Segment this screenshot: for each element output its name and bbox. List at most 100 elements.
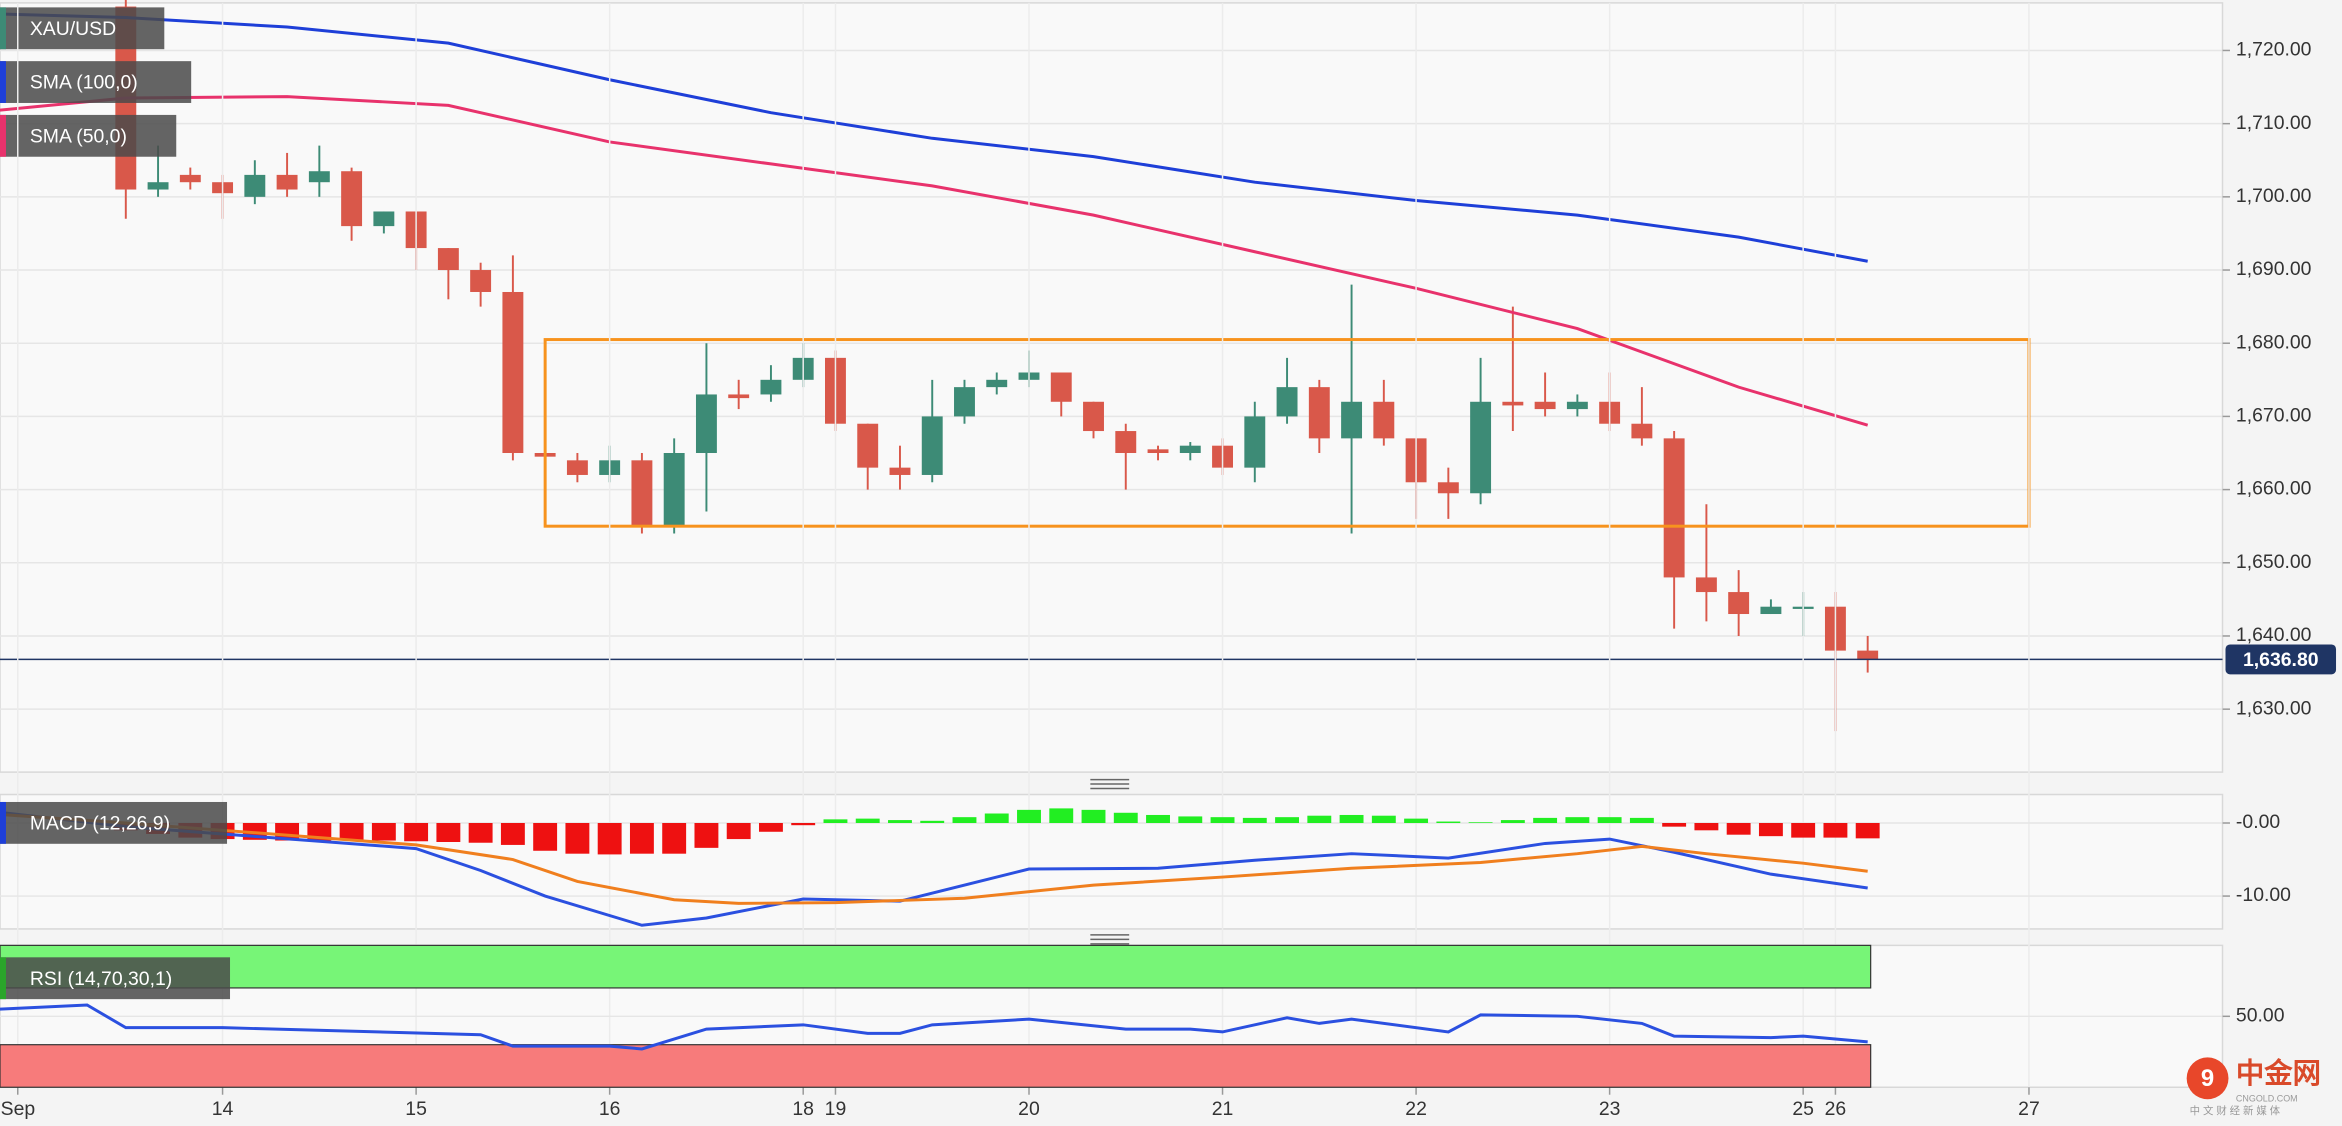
x-tick-label: 21 xyxy=(1212,1098,1234,1120)
legend-entry: SMA (100,0) xyxy=(30,72,138,94)
indicator-title: RSI (14,70,30,1) xyxy=(30,968,172,990)
legend-entry-swatch xyxy=(0,61,6,103)
candle-body xyxy=(373,211,395,227)
candle-body xyxy=(889,467,911,475)
macd-histogram-bar xyxy=(758,823,783,832)
candle-body xyxy=(1147,449,1169,454)
macd-histogram-bar xyxy=(565,823,590,854)
last-price-tag xyxy=(2225,644,2337,675)
candle-body xyxy=(1566,401,1588,410)
macd-histogram-bar xyxy=(371,823,396,841)
x-tick-label: 27 xyxy=(2018,1098,2040,1120)
indicator-title-box xyxy=(0,957,231,1000)
resize-handle[interactable] xyxy=(1090,778,1130,790)
macd-histogram-bar xyxy=(1500,820,1525,824)
macd-histogram-bar xyxy=(1855,823,1880,839)
x-tick-label: 23 xyxy=(1599,1098,1621,1120)
macd-histogram-bar xyxy=(1017,809,1041,824)
rsi-band xyxy=(0,1044,1872,1088)
macd-histogram-bar xyxy=(1371,815,1396,824)
logo-text: 中金网 xyxy=(2236,1057,2321,1090)
y-tick-label: 1,720.00 xyxy=(2236,39,2312,61)
macd-histogram-bar xyxy=(1662,823,1687,827)
candle-body xyxy=(1470,401,1492,494)
legend-entry: SMA (50,0) xyxy=(30,125,127,147)
y-tick-label: 1,700.00 xyxy=(2236,185,2312,207)
candle-body xyxy=(308,171,330,183)
macd-histogram-bar xyxy=(1081,809,1106,824)
candle-body xyxy=(1760,606,1782,615)
logo-glyph: 9 xyxy=(2201,1065,2214,1092)
macd-histogram-bar xyxy=(855,818,880,824)
y-tick-label: 1,660.00 xyxy=(2236,478,2312,500)
candle-body xyxy=(1083,401,1104,432)
legend-entry-swatch xyxy=(0,7,6,50)
x-tick-label: 16 xyxy=(599,1098,621,1120)
macd-histogram-bar xyxy=(1146,814,1170,824)
candle-body xyxy=(470,270,492,292)
macd-histogram-bar xyxy=(1178,816,1203,824)
macd-histogram-bar xyxy=(1242,817,1267,824)
logo-slogan: 中 文 财 经 新 媒 体 xyxy=(2190,1104,2281,1117)
macd-histogram-bar xyxy=(952,817,977,824)
candle-body xyxy=(695,394,717,454)
candle-body xyxy=(728,394,750,399)
indicator-line xyxy=(0,812,1868,905)
macd-histogram-bar xyxy=(1468,822,1493,824)
macd-histogram-bar xyxy=(1726,823,1751,835)
candle-body xyxy=(341,171,363,227)
legend-entry: XAU/USD xyxy=(30,18,116,40)
candle-body xyxy=(1695,577,1717,593)
candle-body xyxy=(244,174,266,197)
macd-histogram-bar xyxy=(1210,817,1235,824)
macd-histogram-bar xyxy=(888,820,912,824)
x-tick-label: 22 xyxy=(1405,1098,1427,1120)
x-tick-label: 19 xyxy=(825,1098,847,1120)
candle-body xyxy=(179,174,201,183)
candle-body xyxy=(1663,438,1685,578)
macd-histogram-bar xyxy=(1629,817,1654,824)
indicator-title-swatch xyxy=(0,957,6,1000)
candle-body xyxy=(1502,401,1524,406)
macd-histogram-bar xyxy=(791,823,816,826)
y-tick-label: 1,640.00 xyxy=(2236,624,2312,646)
y-tick-label: 1,710.00 xyxy=(2236,112,2312,134)
y-tick-label: 1,650.00 xyxy=(2236,551,2312,573)
macd-histogram-bar xyxy=(984,813,1009,824)
macd-histogram-bar xyxy=(823,819,848,824)
macd-histogram-bar xyxy=(1113,812,1138,824)
macd-histogram-bar xyxy=(436,823,461,842)
y-tick-label: -10.00 xyxy=(2236,884,2291,906)
x-tick-label: 25 xyxy=(1792,1098,1814,1120)
indicator-line xyxy=(0,12,1868,263)
macd-histogram-bar xyxy=(500,823,525,845)
macd-histogram-bar xyxy=(1275,817,1300,824)
macd-histogram-bar xyxy=(1791,823,1816,838)
resize-handle[interactable] xyxy=(1090,934,1130,945)
candle-body xyxy=(276,174,298,190)
x-tick-label: 20 xyxy=(1018,1098,1040,1120)
legend-entry-box xyxy=(0,61,192,103)
y-tick-label: 1,630.00 xyxy=(2236,697,2312,719)
macd-histogram-bar xyxy=(1533,817,1558,824)
macd-pane xyxy=(0,793,2224,930)
legend-entry-box xyxy=(0,7,165,50)
logo-site: CNGOLD.COM xyxy=(2236,1094,2298,1104)
candle-body xyxy=(760,379,782,395)
candle-body xyxy=(1179,445,1201,454)
macd-histogram-bar xyxy=(1339,814,1364,824)
price-pane xyxy=(0,2,2224,773)
y-tick-label: 1,680.00 xyxy=(2236,331,2312,353)
candle-body xyxy=(663,453,685,527)
candle-body xyxy=(147,182,169,190)
macd-histogram-bar xyxy=(726,823,751,840)
macd-histogram-bar xyxy=(1758,823,1783,837)
macd-histogram-bar xyxy=(694,823,719,848)
macd-histogram-bar xyxy=(1049,808,1074,824)
macd-histogram-bar xyxy=(1436,821,1461,824)
candle-body xyxy=(502,291,524,454)
last-price-label: 1,636.80 xyxy=(2243,649,2319,671)
